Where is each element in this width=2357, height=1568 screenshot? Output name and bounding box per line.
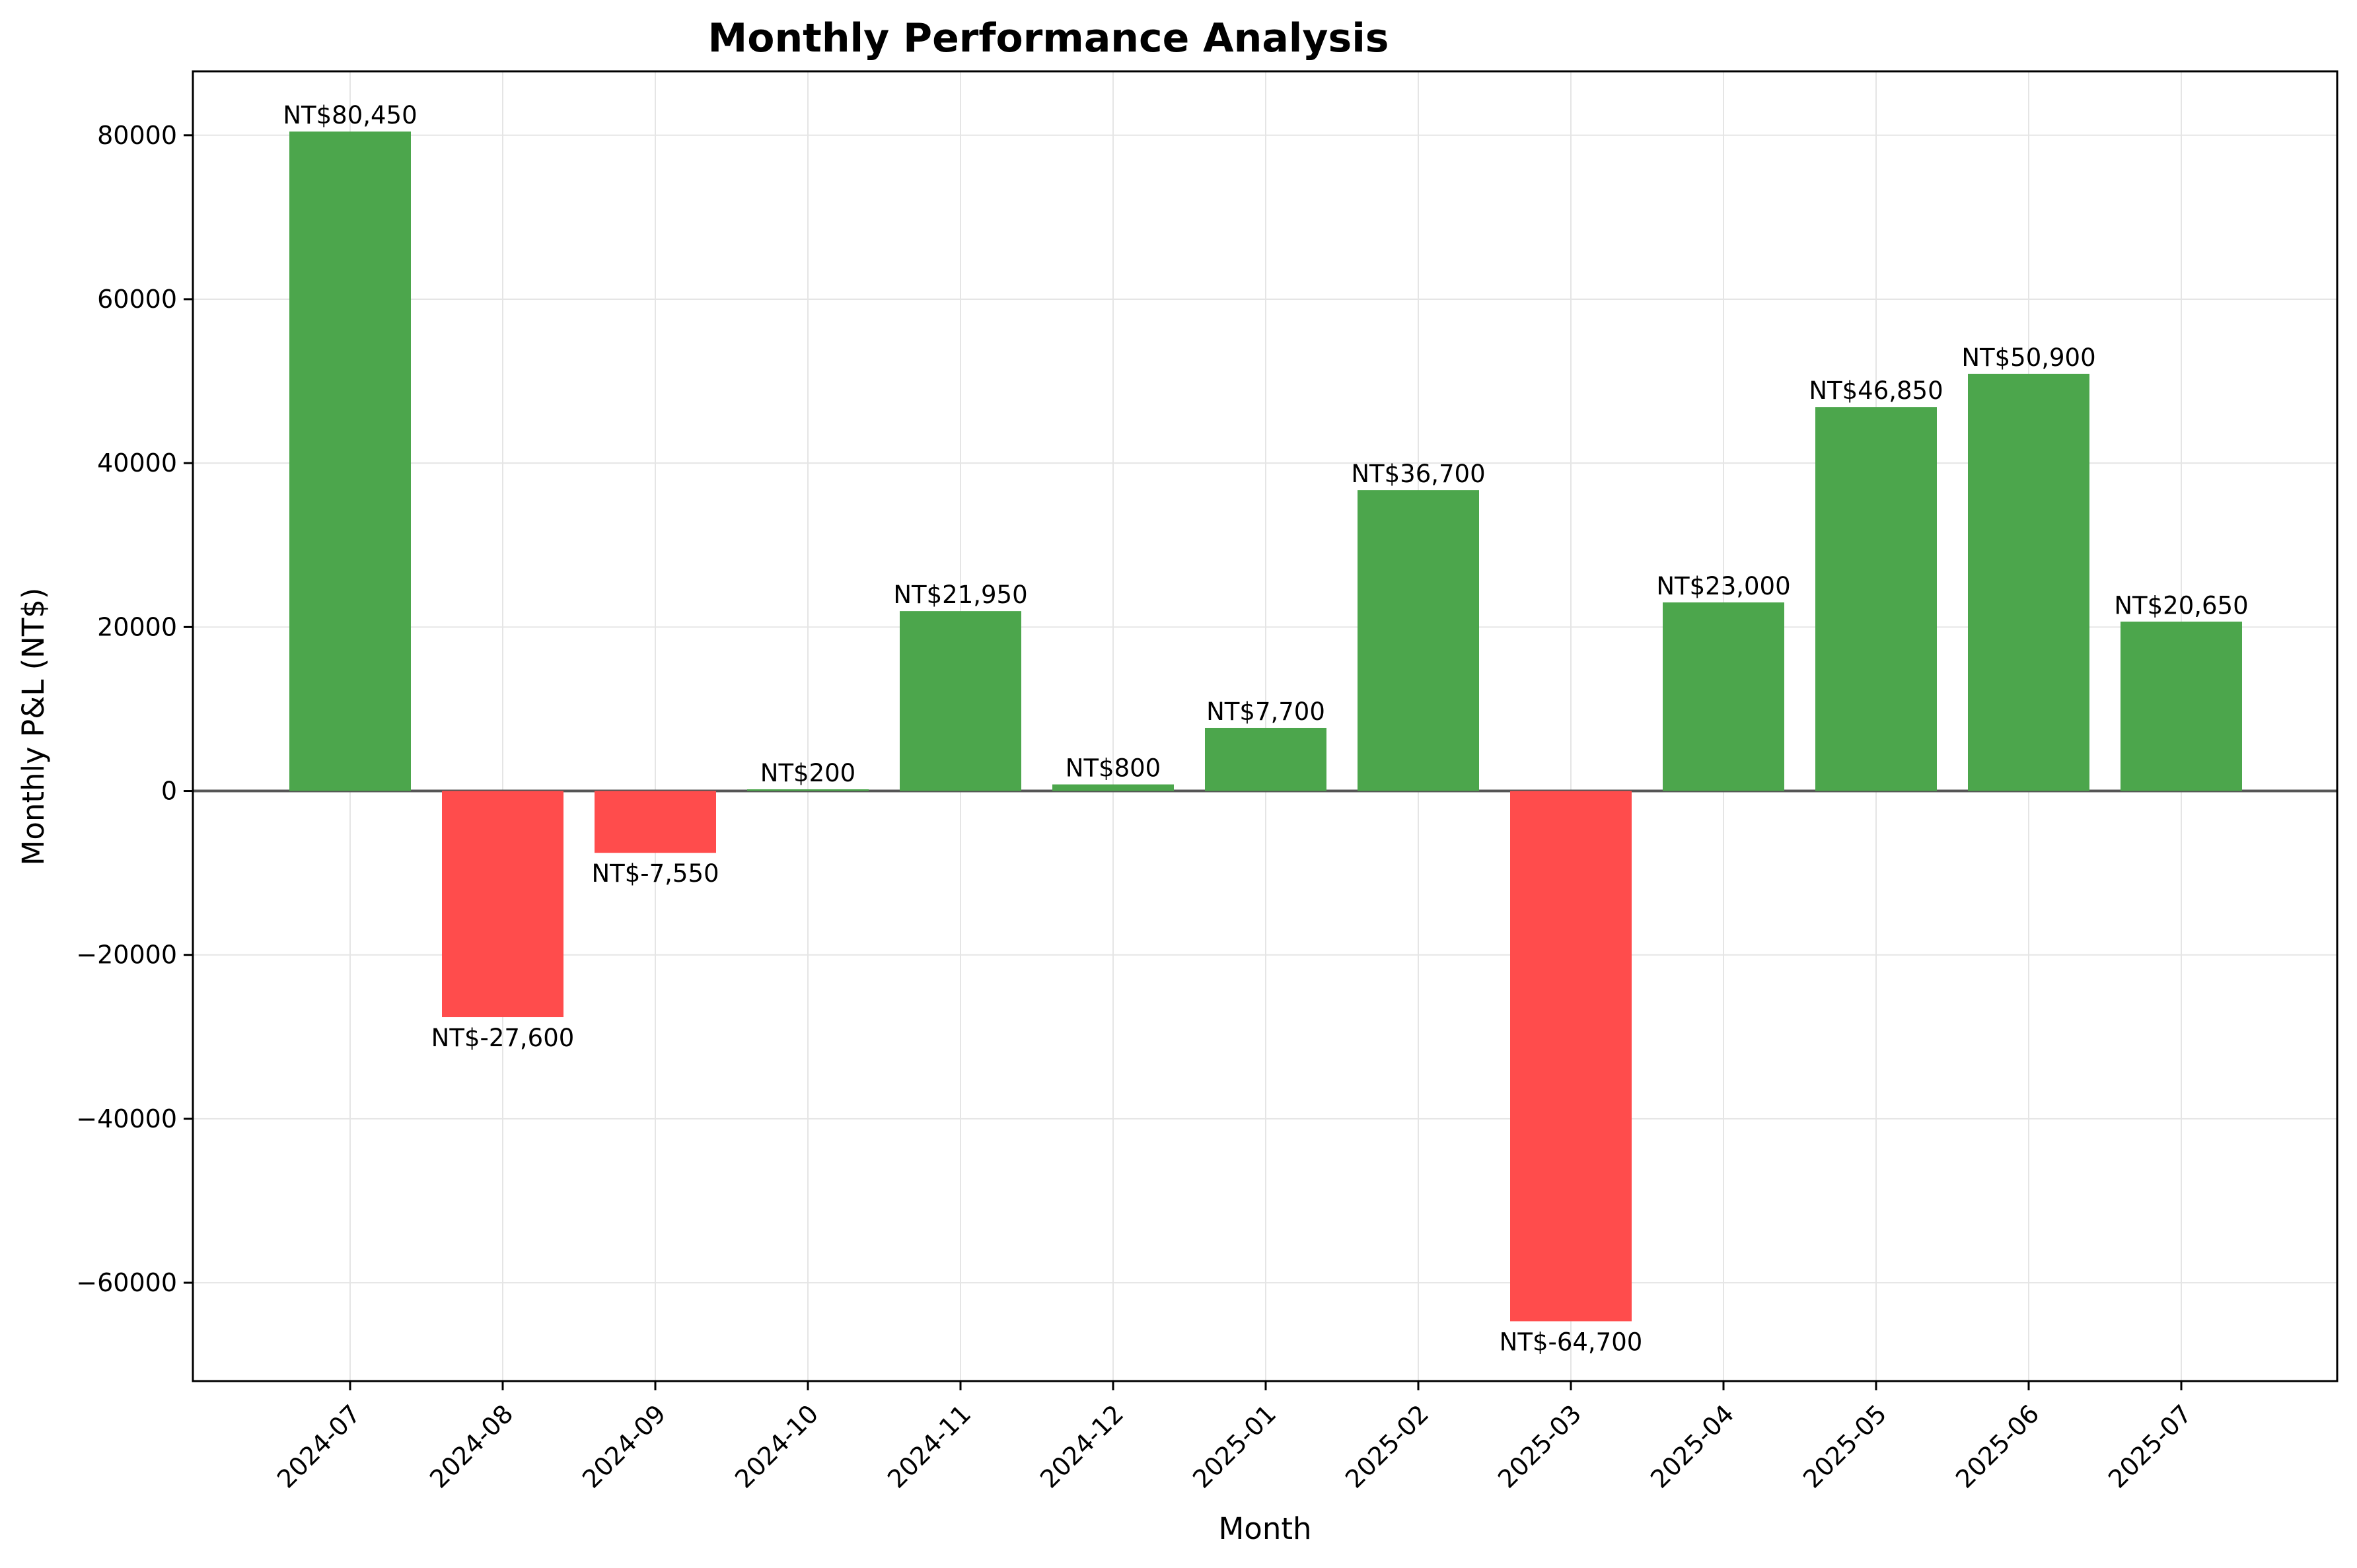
bars [289,131,2242,1322]
bar [1968,373,2089,791]
x-tick-label: 2024-07 [272,1399,366,1493]
y-tick-label: −20000 [76,941,177,970]
bar-value-label: NT$-7,550 [591,859,719,888]
bar-value-label: NT$-27,600 [431,1024,575,1052]
y-tick-label: −40000 [76,1104,177,1133]
x-tick-label: 2024-09 [577,1399,671,1493]
bar-value-label: NT$7,700 [1206,697,1325,726]
bar-value-label: NT$800 [1066,754,1161,783]
bar-value-label: NT$200 [760,759,855,787]
bar [900,611,1021,791]
bar-value-label: NT$36,700 [1351,460,1485,488]
x-tick-label: 2025-01 [1187,1399,1282,1493]
bar-value-label: NT$50,900 [1961,343,2095,372]
y-axis-label: Monthly P&L (NT$) [16,588,51,866]
x-tick-label: 2024-11 [882,1399,976,1493]
x-tick-label: 2024-12 [1034,1399,1129,1493]
x-tick-label: 2025-07 [2103,1399,2197,1493]
bar [1510,791,1632,1322]
x-tick-label: 2025-04 [1645,1399,1739,1493]
bar [289,131,411,791]
x-axis-label: Month [1218,1511,1311,1546]
bar-value-label: NT$21,950 [893,581,1027,609]
x-tick-label: 2024-10 [729,1399,824,1493]
bar [595,791,716,853]
bar-value-label: NT$20,650 [2114,591,2248,620]
x-tick-label: 2025-03 [1492,1399,1587,1493]
bar-value-label: NT$-64,700 [1500,1328,1643,1356]
bar [1358,490,1479,791]
y-axis-ticks: −60000 −40000 −20000 0 20000 40000 60000 80000 [76,121,193,1297]
bar [1205,727,1326,791]
bar-value-label: NT$46,850 [1809,376,1943,405]
x-tick-label: 2024-08 [424,1399,519,1493]
y-tick-label: 20000 [97,612,177,641]
bar-value-label: NT$23,000 [1656,572,1790,600]
bar [747,789,869,791]
y-tick-label: 40000 [97,448,177,478]
y-tick-label: 80000 [97,121,177,150]
bar [1052,784,1174,791]
bar [1663,602,1784,791]
x-tick-label: 2025-06 [1950,1399,2045,1493]
x-tick-label: 2025-02 [1340,1399,1434,1493]
data-labels: NT$80,450 NT$-27,600 NT$-7,550 NT$200 NT$21,… [283,101,2248,1356]
y-tick-label: 60000 [97,285,177,314]
y-tick-label: 0 [161,777,177,806]
x-tick-label: 2025-05 [1797,1399,1892,1493]
bar [442,791,563,1018]
y-tick-label: −60000 [76,1268,177,1297]
bar [1815,407,1937,791]
chart-title: Monthly Performance Analysis [708,15,1389,61]
bar [2121,622,2242,791]
x-axis-ticks: 2024-07 2024-08 2024-09 2024-10 2024-11 2024-… [272,1381,2197,1494]
bar-value-label: NT$80,450 [283,101,417,129]
